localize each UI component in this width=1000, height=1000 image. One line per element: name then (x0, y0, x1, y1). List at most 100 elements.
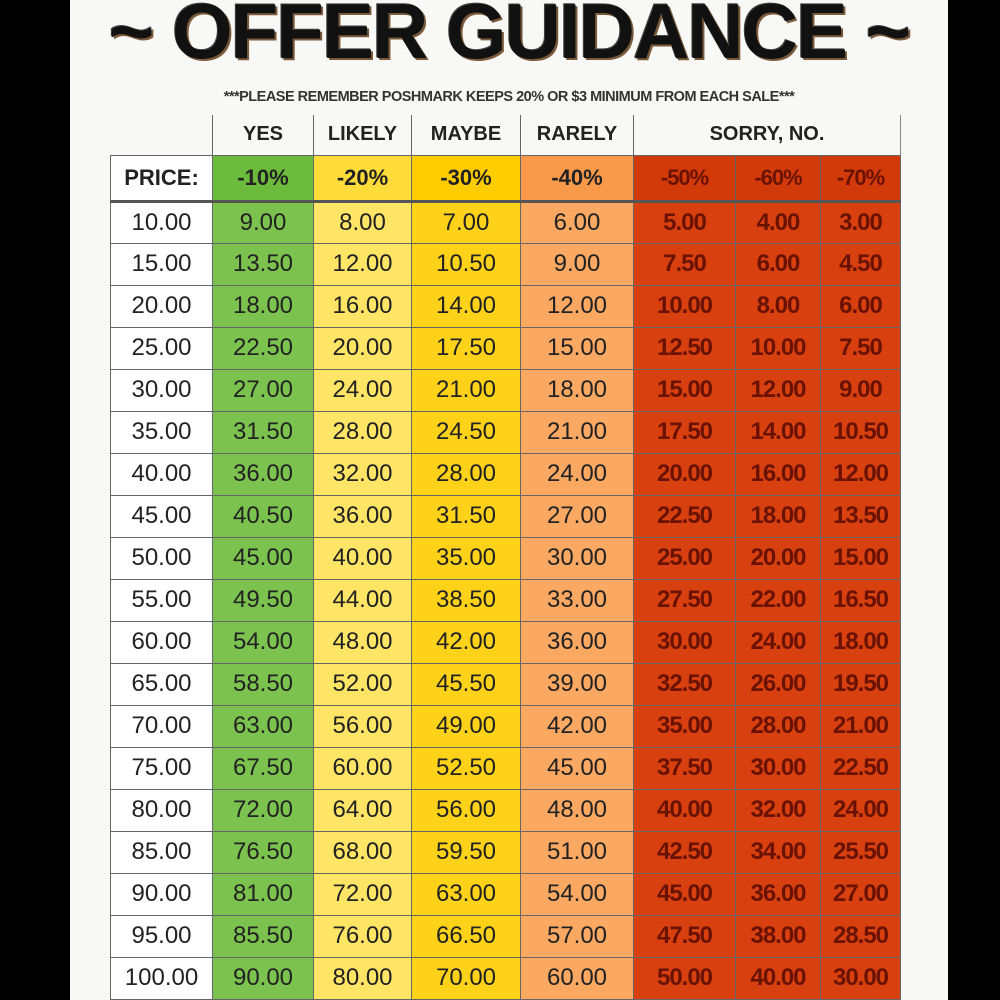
offer-cell: 9.00 (212, 200, 314, 244)
offer-cell: 14.00 (411, 284, 521, 328)
discount-cell: -10% (212, 154, 314, 203)
offer-cell: 60.00 (313, 746, 412, 790)
offer-cell: 30.00 (820, 956, 901, 1000)
price-cell: 55.00 (110, 578, 213, 622)
offer-cell: 38.00 (735, 914, 821, 958)
offer-cell: 63.00 (411, 872, 521, 916)
category-header-row: YES LIKELY MAYBE RARELY SORRY, NO. (110, 115, 901, 155)
header-yes: YES (212, 115, 314, 155)
offer-cell: 3.00 (820, 200, 901, 244)
offer-cell: 45.50 (411, 662, 521, 706)
price-cell: 20.00 (110, 284, 213, 328)
offer-cell: 47.50 (633, 914, 736, 958)
offer-cell: 54.00 (520, 872, 634, 916)
price-cell: 85.00 (110, 830, 213, 874)
table-row: 30.00 27.00 24.00 21.00 18.00 15.00 12.00 9.00 (110, 368, 901, 412)
offer-cell: 30.00 (520, 536, 634, 580)
offer-cell: 76.00 (313, 914, 412, 958)
offer-cell: 22.00 (735, 578, 821, 622)
table-row: 55.00 49.50 44.00 38.50 33.00 27.50 22.00 16.50 (110, 578, 901, 622)
discount-cell: -30% (411, 154, 521, 203)
offer-cell: 57.00 (520, 914, 634, 958)
offer-cell: 30.00 (735, 746, 821, 790)
table-row: 90.00 81.00 72.00 63.00 54.00 45.00 36.00 27.00 (110, 872, 901, 916)
offer-cell: 9.00 (820, 368, 901, 412)
offer-cell: 18.00 (520, 368, 634, 412)
offer-cell: 7.50 (820, 326, 901, 370)
offer-cell: 27.00 (520, 494, 634, 538)
offer-cell: 33.00 (520, 578, 634, 622)
offer-cell: 24.00 (520, 452, 634, 496)
offer-cell: 68.00 (313, 830, 412, 874)
offer-cell: 20.00 (313, 326, 412, 370)
price-cell: 15.00 (110, 242, 213, 286)
table-row: 65.00 58.50 52.00 45.50 39.00 32.50 26.00 19.50 (110, 662, 901, 706)
price-cell: 90.00 (110, 872, 213, 916)
table-row: 10.00 9.00 8.00 7.00 6.00 5.00 4.00 3.00 (110, 200, 901, 244)
offer-cell: 42.00 (411, 620, 521, 664)
offer-cell: 85.50 (212, 914, 314, 958)
offer-cell: 21.00 (520, 410, 634, 454)
offer-cell: 38.50 (411, 578, 521, 622)
header-likely: LIKELY (313, 115, 412, 155)
price-cell: 10.00 (110, 200, 213, 244)
offer-cell: 24.00 (313, 368, 412, 412)
offer-cell: 25.00 (633, 536, 736, 580)
offer-cell: 52.00 (313, 662, 412, 706)
offer-cell: 20.00 (735, 536, 821, 580)
header-sorry-no: SORRY, NO. (633, 115, 901, 155)
offer-cell: 21.00 (411, 368, 521, 412)
offer-cell: 36.00 (313, 494, 412, 538)
offer-cell: 28.50 (820, 914, 901, 958)
offer-cell: 24.00 (820, 788, 901, 832)
offer-cell: 56.00 (411, 788, 521, 832)
offer-cell: 49.50 (212, 578, 314, 622)
offer-cell: 17.50 (411, 326, 521, 370)
offer-cell: 45.00 (212, 536, 314, 580)
offer-cell: 40.50 (212, 494, 314, 538)
discount-cell: -60% (735, 154, 821, 203)
offer-cell: 8.00 (735, 284, 821, 328)
offer-cell: 27.00 (212, 368, 314, 412)
offer-cell: 19.50 (820, 662, 901, 706)
offer-cell: 80.00 (313, 956, 412, 1000)
offer-table: YES LIKELY MAYBE RARELY SORRY, NO. PRICE… (110, 115, 901, 1000)
offer-cell: 16.00 (735, 452, 821, 496)
offer-cell: 40.00 (633, 788, 736, 832)
offer-cell: 56.00 (313, 704, 412, 748)
offer-cell: 42.00 (520, 704, 634, 748)
offer-cell: 72.00 (313, 872, 412, 916)
offer-cell: 34.00 (735, 830, 821, 874)
offer-cell: 28.00 (313, 410, 412, 454)
blank-header (110, 115, 213, 155)
offer-cell: 21.00 (820, 704, 901, 748)
offer-cell: 7.50 (633, 242, 736, 286)
table-row: 45.00 40.50 36.00 31.50 27.00 22.50 18.00 13.50 (110, 494, 901, 538)
table-row: 60.00 54.00 48.00 42.00 36.00 30.00 24.00 18.00 (110, 620, 901, 664)
offer-cell: 12.00 (520, 284, 634, 328)
offer-cell: 66.50 (411, 914, 521, 958)
price-cell: 70.00 (110, 704, 213, 748)
table-row: 75.00 67.50 60.00 52.50 45.00 37.50 30.00 22.50 (110, 746, 901, 790)
offer-cell: 28.00 (735, 704, 821, 748)
offer-cell: 26.00 (735, 662, 821, 706)
table-row: 50.00 45.00 40.00 35.00 30.00 25.00 20.00 15.00 (110, 536, 901, 580)
price-label: PRICE: (110, 154, 213, 203)
offer-cell: 81.00 (212, 872, 314, 916)
table-row: 25.00 22.50 20.00 17.50 15.00 12.50 10.00 7.50 (110, 326, 901, 370)
fee-note: ***PLEASE REMEMBER POSHMARK KEEPS 20% OR… (223, 89, 795, 105)
offer-cell: 52.50 (411, 746, 521, 790)
offer-cell: 32.00 (313, 452, 412, 496)
offer-cell: 90.00 (212, 956, 314, 1000)
offer-cell: 59.50 (411, 830, 521, 874)
offer-cell: 12.00 (735, 368, 821, 412)
offer-cell: 16.00 (313, 284, 412, 328)
offer-cell: 6.00 (820, 284, 901, 328)
price-cell: 30.00 (110, 368, 213, 412)
price-cell: 100.00 (110, 956, 213, 1000)
table-row: 80.00 72.00 64.00 56.00 48.00 40.00 32.00 24.00 (110, 788, 901, 832)
price-cell: 50.00 (110, 536, 213, 580)
offer-cell: 10.00 (633, 284, 736, 328)
offer-cell: 28.00 (411, 452, 521, 496)
offer-cell: 18.00 (212, 284, 314, 328)
